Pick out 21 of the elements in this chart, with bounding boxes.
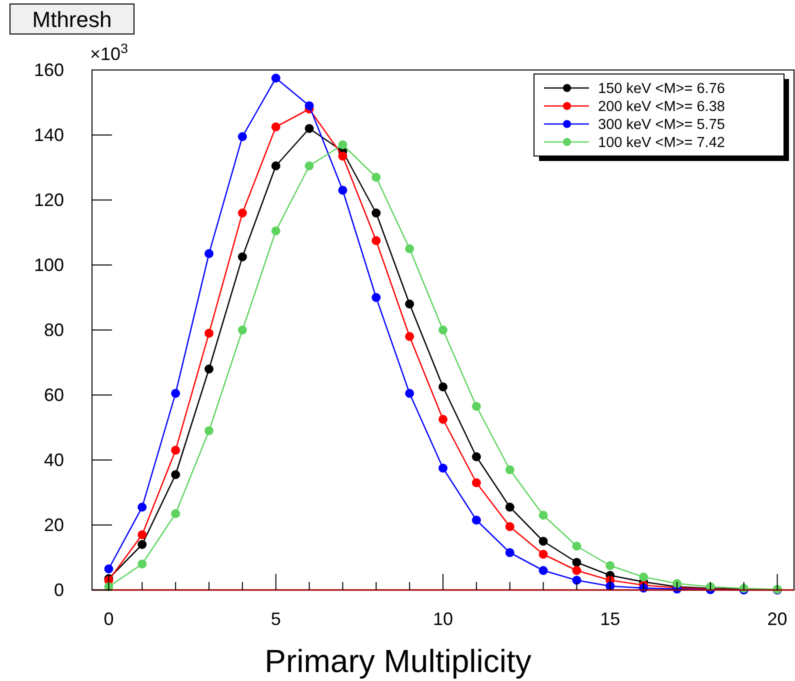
x-axis-title: Primary Multiplicity — [264, 643, 532, 679]
x-tick-label: 15 — [600, 608, 620, 629]
y-tick-label: 100 — [34, 254, 64, 275]
x-tick-label: 5 — [270, 608, 281, 629]
y-tick-label: 20 — [44, 514, 64, 535]
y-tick-label: 0 — [54, 580, 64, 600]
x-tick-label: 20 — [767, 608, 788, 629]
x-tick-label: 10 — [432, 608, 454, 629]
chart-title: Mthresh — [32, 7, 112, 32]
legend-label: 100 keV <M>= 7.42 — [598, 135, 725, 151]
legend-label: 150 keV <M>= 6.76 — [598, 81, 725, 97]
y-tick-label: 80 — [44, 320, 64, 340]
y-tick-label: 40 — [44, 450, 64, 470]
x-tick-label: 0 — [104, 608, 114, 629]
y-tick-label: 160 — [34, 60, 64, 80]
legend-label: 300 keV <M>= 5.75 — [598, 117, 725, 133]
legend-label: 200 keV <M>= 6.38 — [598, 99, 725, 115]
y-tick-label: 140 — [34, 124, 64, 145]
y-tick-label: 120 — [34, 190, 64, 210]
text: ×10$^{3}$ — [90, 40, 128, 64]
y-tick-label: 60 — [44, 384, 64, 405]
